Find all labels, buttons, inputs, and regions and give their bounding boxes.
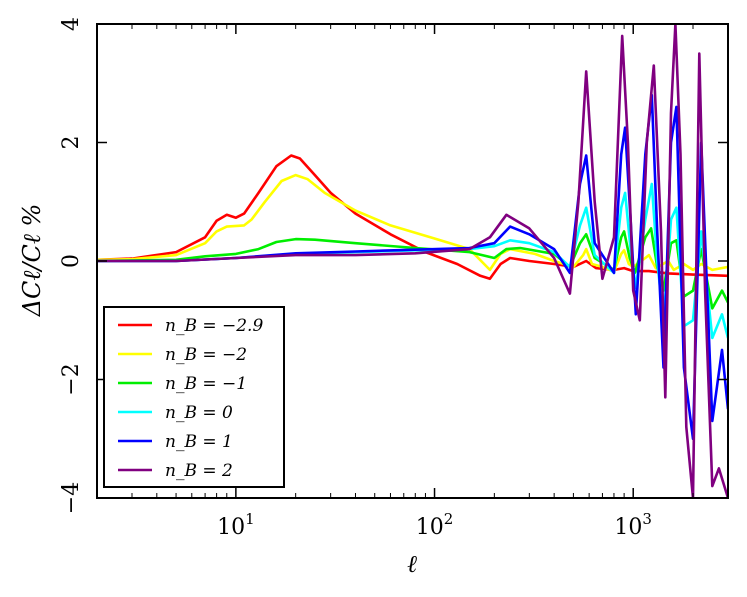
y-tick-label: −2 — [59, 363, 84, 395]
plot-frame — [96, 23, 729, 499]
legend-label-n-b-1: n_B = −1 — [165, 374, 247, 394]
x-axis-title: ℓ — [407, 550, 417, 578]
legend: n_B = −2.9 n_B = −2 n_B = −1 n_B = 0 n_B = 1… — [103, 306, 285, 488]
y-tick-label: 2 — [59, 136, 84, 150]
legend-label-n-b-0: n_B = 0 — [165, 403, 233, 423]
series-line-n-b-2 — [97, 24, 728, 498]
series-line-n-b-2-9 — [97, 154, 728, 281]
legend-label-n-b-1: n_B = 1 — [165, 432, 233, 452]
legend-label-n-b-2: n_B = 2 — [165, 461, 233, 481]
y-axis-title: ΔCℓ/Cℓ % — [18, 204, 46, 318]
series-line-n-b-1 — [97, 93, 728, 441]
y-tick-label: −4 — [59, 482, 84, 514]
legend-box — [103, 306, 285, 488]
series-line-n-b-1 — [97, 227, 728, 310]
legend-label-n-b-2: n_B = −2 — [165, 345, 247, 365]
y-tick-label: 0 — [59, 254, 84, 268]
x-tick-label: 102 — [416, 510, 454, 540]
y-tick-label: 4 — [59, 17, 84, 31]
legend-label-n-b-2-9: n_B = −2.9 — [165, 316, 263, 336]
x-tick-label: 101 — [217, 510, 255, 540]
x-tick-label: 103 — [614, 510, 652, 540]
